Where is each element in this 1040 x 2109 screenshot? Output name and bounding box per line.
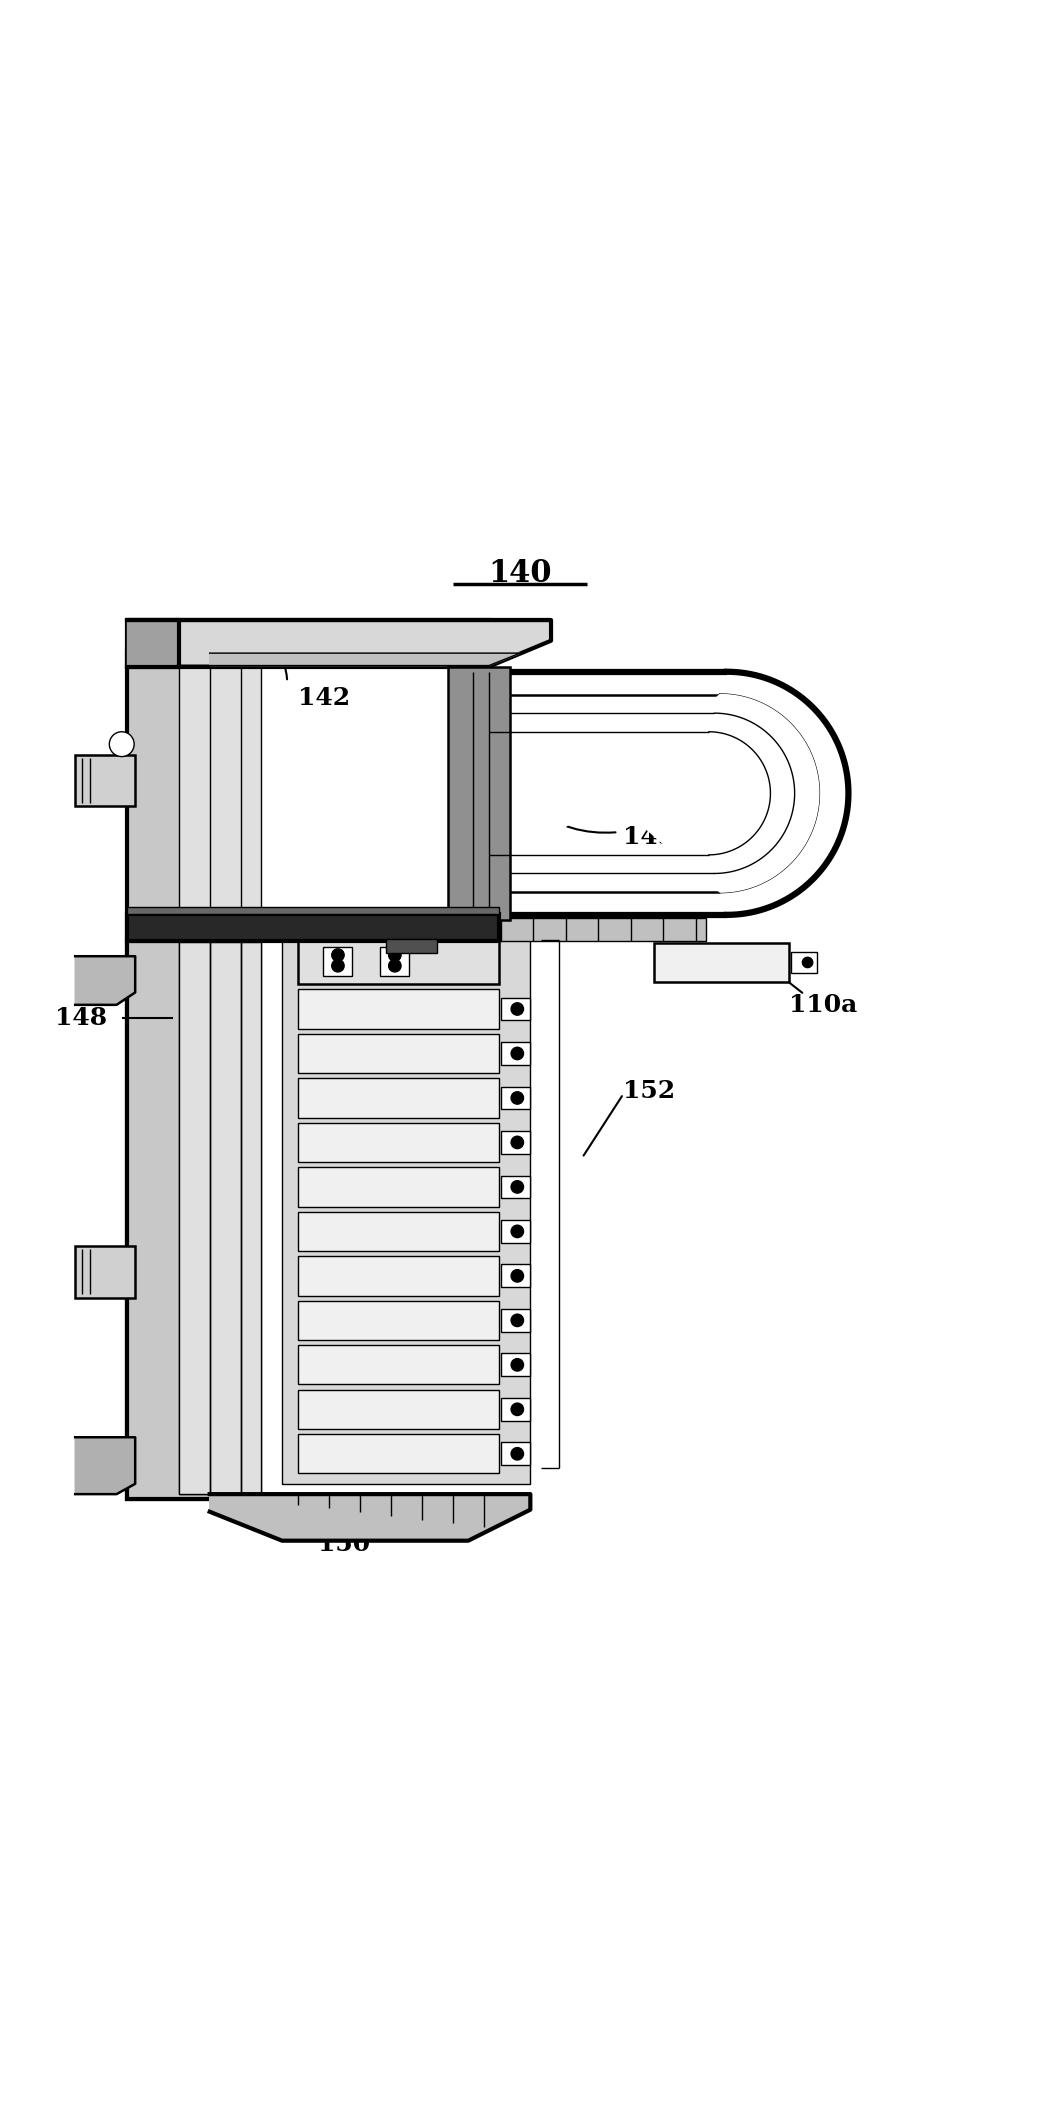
Bar [297, 989, 499, 1029]
Circle shape [389, 949, 401, 962]
Bar [501, 1354, 530, 1377]
Circle shape [511, 1402, 523, 1415]
Bar [297, 1213, 499, 1251]
Text: 110a: 110a [789, 993, 857, 1017]
Bar [179, 652, 261, 1493]
Circle shape [511, 1002, 523, 1014]
Bar [501, 1219, 530, 1242]
Bar [501, 1398, 530, 1421]
Bar [791, 951, 816, 972]
Text: 148: 148 [54, 1006, 107, 1031]
Bar [654, 943, 789, 983]
Bar [297, 1434, 499, 1474]
Circle shape [109, 732, 134, 757]
Bar [501, 1042, 530, 1065]
Polygon shape [75, 955, 135, 1004]
Bar [127, 652, 240, 1499]
Bar [323, 947, 353, 976]
Bar [501, 998, 530, 1021]
Bar [297, 1390, 499, 1430]
Polygon shape [127, 620, 179, 666]
Bar [297, 1301, 499, 1339]
Circle shape [511, 1314, 523, 1327]
Circle shape [511, 1225, 523, 1238]
Bar [386, 939, 437, 953]
Bar [501, 1175, 530, 1198]
Polygon shape [179, 620, 551, 666]
Bar [179, 943, 261, 1493]
Polygon shape [210, 654, 520, 666]
Bar [75, 1246, 135, 1297]
Bar [447, 666, 510, 920]
Bar [381, 947, 410, 976]
Circle shape [511, 1447, 523, 1459]
Circle shape [803, 957, 812, 968]
Bar [127, 907, 499, 913]
Circle shape [511, 1137, 523, 1149]
Bar [127, 941, 240, 1499]
Bar [297, 1166, 499, 1206]
Bar [127, 620, 489, 666]
Circle shape [511, 1270, 523, 1282]
Bar [297, 1257, 499, 1295]
Bar [127, 913, 499, 941]
Circle shape [389, 960, 401, 972]
Circle shape [511, 1358, 523, 1371]
Circle shape [511, 1048, 523, 1059]
Polygon shape [75, 1436, 135, 1493]
Bar [501, 1130, 530, 1154]
Circle shape [332, 949, 344, 962]
Polygon shape [489, 694, 818, 892]
Circle shape [511, 1092, 523, 1105]
Text: 142: 142 [297, 685, 349, 709]
Text: 140: 140 [488, 559, 552, 588]
Bar [297, 1122, 499, 1162]
Bar [282, 913, 530, 1485]
Bar [75, 755, 135, 806]
Text: 145: 145 [623, 825, 676, 850]
Bar [297, 1078, 499, 1118]
Bar [297, 936, 499, 985]
Text: 150: 150 [318, 1533, 370, 1556]
Bar [501, 1265, 530, 1286]
Bar [297, 1033, 499, 1073]
Bar [297, 1346, 499, 1384]
Polygon shape [210, 1493, 530, 1542]
Bar [501, 1310, 530, 1331]
Bar [501, 1443, 530, 1466]
Bar [501, 1086, 530, 1109]
Circle shape [511, 1181, 523, 1194]
Text: 152: 152 [623, 1078, 676, 1103]
Circle shape [332, 960, 344, 972]
Bar [447, 917, 706, 941]
